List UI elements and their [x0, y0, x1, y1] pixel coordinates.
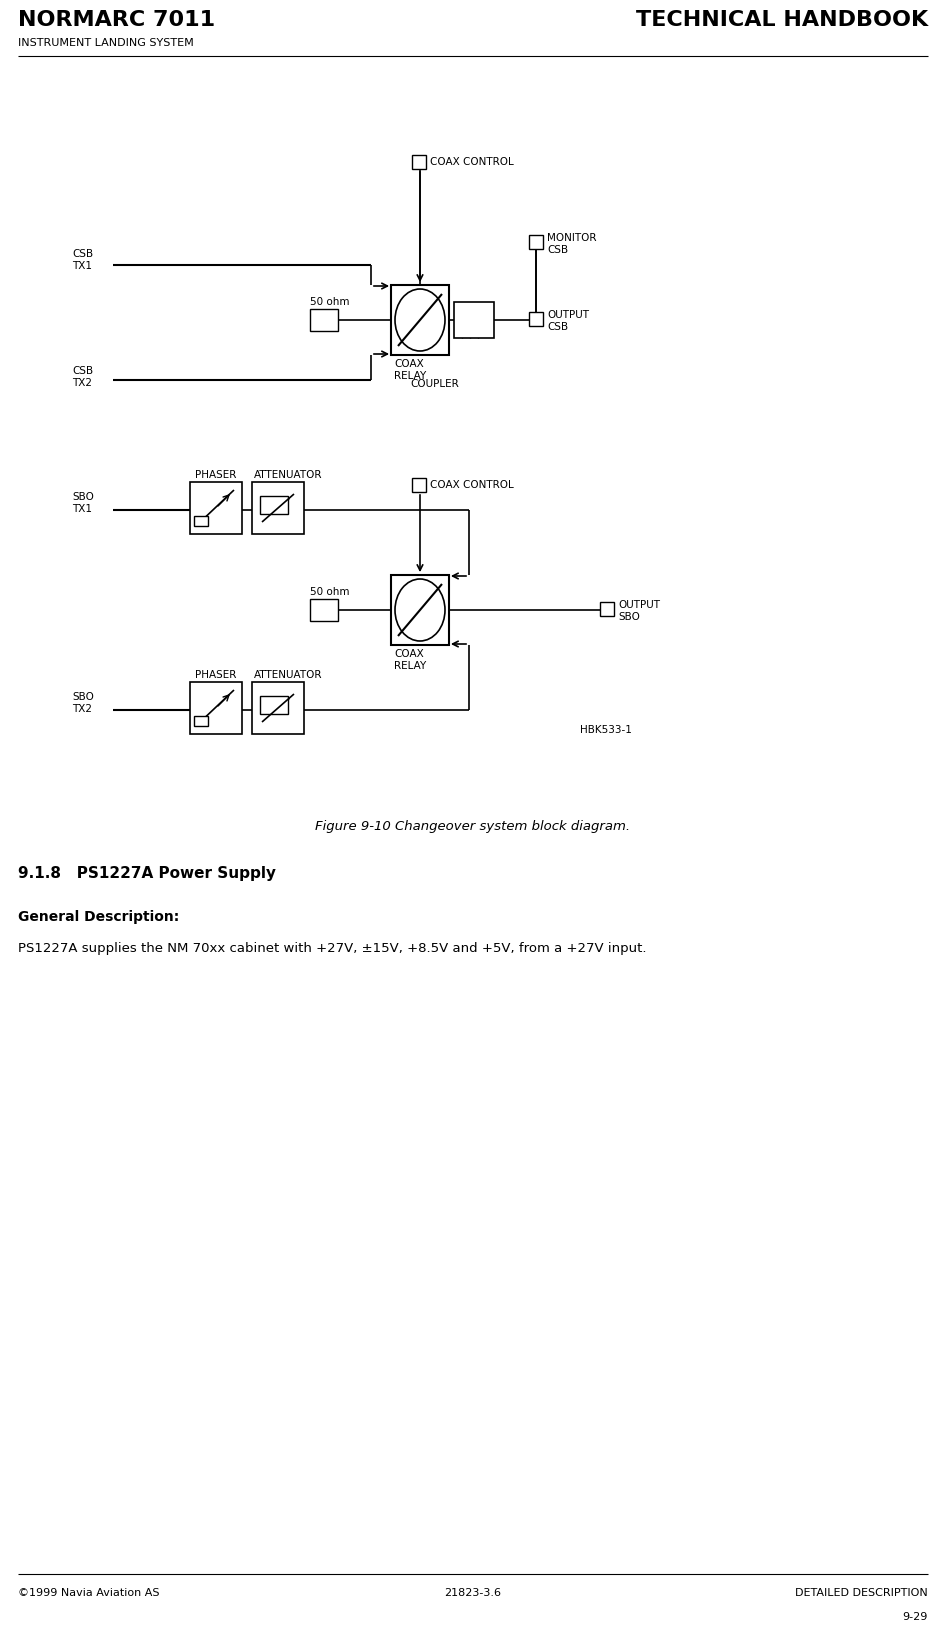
Text: OUTPUT
CSB: OUTPUT CSB — [547, 310, 589, 331]
Bar — [412, 155, 426, 170]
Text: COAX
RELAY: COAX RELAY — [394, 359, 427, 380]
Text: PS1227A supplies the NM 70xx cabinet with +27V, ±15V, +8.5V and +5V, from a +27V: PS1227A supplies the NM 70xx cabinet wit… — [18, 942, 646, 955]
Bar — [252, 481, 304, 534]
Text: CSB
TX2: CSB TX2 — [72, 366, 93, 387]
Bar — [412, 478, 426, 491]
Bar — [454, 302, 494, 338]
Text: COAX CONTROL: COAX CONTROL — [430, 157, 514, 166]
Text: 9.1.8   PS1227A Power Supply: 9.1.8 PS1227A Power Supply — [18, 867, 276, 881]
Text: DETAILED DESCRIPTION: DETAILED DESCRIPTION — [796, 1588, 928, 1598]
Text: INSTRUMENT LANDING SYSTEM: INSTRUMENT LANDING SYSTEM — [18, 38, 194, 47]
Bar — [310, 308, 338, 331]
Text: COAX
RELAY: COAX RELAY — [394, 650, 427, 671]
Bar — [529, 235, 543, 250]
Text: SBO
TX1: SBO TX1 — [72, 491, 94, 514]
Text: COUPLER: COUPLER — [410, 379, 459, 388]
Text: TECHNICAL HANDBOOK: TECHNICAL HANDBOOK — [636, 10, 928, 29]
Bar — [252, 682, 304, 734]
Ellipse shape — [395, 579, 445, 641]
Bar — [194, 716, 208, 726]
Text: ©1999 Navia Aviation AS: ©1999 Navia Aviation AS — [18, 1588, 160, 1598]
Ellipse shape — [395, 289, 445, 351]
Bar — [600, 602, 614, 615]
Bar — [391, 574, 449, 645]
Text: ATTENUATOR: ATTENUATOR — [254, 470, 323, 480]
Text: SBO
TX2: SBO TX2 — [72, 692, 94, 713]
Bar — [529, 312, 543, 326]
Bar — [260, 695, 288, 715]
Text: CSB
TX1: CSB TX1 — [72, 250, 93, 271]
Bar — [194, 516, 208, 526]
Text: HBK533-1: HBK533-1 — [580, 725, 632, 734]
Bar — [310, 599, 338, 622]
Text: Figure 9-10 Changeover system block diagram.: Figure 9-10 Changeover system block diag… — [315, 819, 631, 832]
Text: NORMARC 7011: NORMARC 7011 — [18, 10, 215, 29]
Text: COAX CONTROL: COAX CONTROL — [430, 480, 514, 490]
Bar — [190, 481, 242, 534]
Bar — [391, 286, 449, 356]
Text: OUTPUT
SBO: OUTPUT SBO — [618, 601, 660, 622]
Text: 50 ohm: 50 ohm — [310, 588, 349, 597]
Bar — [190, 682, 242, 734]
Text: General Description:: General Description: — [18, 911, 179, 924]
Text: PHASER: PHASER — [195, 470, 236, 480]
Text: 9-29: 9-29 — [902, 1612, 928, 1622]
Text: ATTENUATOR: ATTENUATOR — [254, 671, 323, 681]
Text: 21823-3.6: 21823-3.6 — [445, 1588, 501, 1598]
Text: MONITOR
CSB: MONITOR CSB — [547, 233, 597, 255]
Bar — [260, 496, 288, 514]
Text: 50 ohm: 50 ohm — [310, 297, 349, 307]
Text: PHASER: PHASER — [195, 671, 236, 681]
